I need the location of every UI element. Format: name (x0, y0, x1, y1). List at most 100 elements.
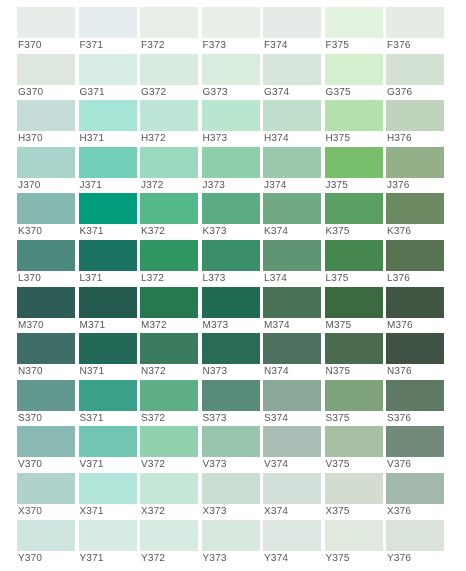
swatch-color-chip[interactable] (78, 193, 137, 225)
swatch-k375[interactable]: K375 (324, 192, 386, 239)
swatch-s370[interactable]: S370 (16, 379, 78, 426)
swatch-y373[interactable]: Y373 (201, 519, 263, 566)
swatch-color-chip[interactable] (78, 7, 137, 38)
swatch-color-chip[interactable] (78, 239, 137, 271)
swatch-v374[interactable]: V374 (262, 425, 324, 472)
swatch-color-chip[interactable] (263, 379, 321, 411)
swatch-color-chip[interactable] (324, 7, 383, 38)
swatch-x374[interactable]: X374 (262, 472, 324, 519)
swatch-x373[interactable]: X373 (201, 472, 263, 519)
swatch-color-chip[interactable] (324, 333, 383, 365)
swatch-color-chip[interactable] (386, 519, 444, 551)
swatch-color-chip[interactable] (78, 146, 137, 178)
swatch-y371[interactable]: Y371 (78, 519, 140, 566)
swatch-color-chip[interactable] (140, 426, 198, 458)
swatch-n376[interactable]: N376 (385, 332, 447, 379)
swatch-y370[interactable]: Y370 (16, 519, 78, 566)
swatch-color-chip[interactable] (201, 519, 260, 551)
swatch-f376[interactable]: F376 (385, 6, 447, 53)
swatch-l372[interactable]: L372 (139, 239, 201, 286)
swatch-color-chip[interactable] (78, 286, 137, 318)
swatch-v372[interactable]: V372 (139, 425, 201, 472)
swatch-color-chip[interactable] (17, 193, 75, 225)
swatch-k373[interactable]: K373 (201, 192, 263, 239)
swatch-color-chip[interactable] (386, 7, 444, 38)
swatch-l375[interactable]: L375 (324, 239, 386, 286)
swatch-v373[interactable]: V373 (201, 425, 263, 472)
swatch-l376[interactable]: L376 (385, 239, 447, 286)
swatch-m372[interactable]: M372 (139, 286, 201, 333)
swatch-color-chip[interactable] (324, 519, 383, 551)
swatch-color-chip[interactable] (140, 286, 198, 318)
swatch-h374[interactable]: H374 (262, 99, 324, 146)
swatch-y374[interactable]: Y374 (262, 519, 324, 566)
swatch-color-chip[interactable] (201, 286, 260, 318)
swatch-color-chip[interactable] (201, 7, 260, 38)
swatch-n370[interactable]: N370 (16, 332, 78, 379)
swatch-v371[interactable]: V371 (78, 425, 140, 472)
swatch-h372[interactable]: H372 (139, 99, 201, 146)
swatch-s371[interactable]: S371 (78, 379, 140, 426)
swatch-color-chip[interactable] (201, 146, 260, 178)
swatch-color-chip[interactable] (324, 472, 383, 504)
swatch-color-chip[interactable] (17, 53, 75, 85)
swatch-color-chip[interactable] (201, 472, 260, 504)
swatch-color-chip[interactable] (263, 286, 321, 318)
swatch-color-chip[interactable] (324, 239, 383, 271)
swatch-n373[interactable]: N373 (201, 332, 263, 379)
swatch-color-chip[interactable] (140, 146, 198, 178)
swatch-color-chip[interactable] (17, 333, 75, 365)
swatch-v370[interactable]: V370 (16, 425, 78, 472)
swatch-m373[interactable]: M373 (201, 286, 263, 333)
swatch-color-chip[interactable] (78, 53, 137, 85)
swatch-s372[interactable]: S372 (139, 379, 201, 426)
swatch-color-chip[interactable] (17, 7, 75, 38)
swatch-color-chip[interactable] (17, 286, 75, 318)
swatch-color-chip[interactable] (140, 53, 198, 85)
swatch-s373[interactable]: S373 (201, 379, 263, 426)
swatch-color-chip[interactable] (140, 100, 198, 132)
swatch-f370[interactable]: F370 (16, 6, 78, 53)
swatch-v375[interactable]: V375 (324, 425, 386, 472)
swatch-y376[interactable]: Y376 (385, 519, 447, 566)
swatch-j372[interactable]: J372 (139, 146, 201, 193)
swatch-g374[interactable]: G374 (262, 53, 324, 100)
swatch-n371[interactable]: N371 (78, 332, 140, 379)
swatch-color-chip[interactable] (140, 7, 198, 38)
swatch-m376[interactable]: M376 (385, 286, 447, 333)
swatch-color-chip[interactable] (201, 426, 260, 458)
swatch-h376[interactable]: H376 (385, 99, 447, 146)
swatch-color-chip[interactable] (263, 333, 321, 365)
swatch-y372[interactable]: Y372 (139, 519, 201, 566)
swatch-color-chip[interactable] (386, 426, 444, 458)
swatch-color-chip[interactable] (324, 426, 383, 458)
swatch-color-chip[interactable] (140, 333, 198, 365)
swatch-color-chip[interactable] (386, 53, 444, 85)
swatch-l370[interactable]: L370 (16, 239, 78, 286)
swatch-color-chip[interactable] (17, 379, 75, 411)
swatch-g372[interactable]: G372 (139, 53, 201, 100)
swatch-f373[interactable]: F373 (201, 6, 263, 53)
swatch-g375[interactable]: G375 (324, 53, 386, 100)
swatch-x370[interactable]: X370 (16, 472, 78, 519)
swatch-color-chip[interactable] (263, 426, 321, 458)
swatch-color-chip[interactable] (263, 519, 321, 551)
swatch-color-chip[interactable] (386, 472, 444, 504)
swatch-color-chip[interactable] (140, 519, 198, 551)
swatch-color-chip[interactable] (78, 333, 137, 365)
swatch-m374[interactable]: M374 (262, 286, 324, 333)
swatch-color-chip[interactable] (386, 100, 444, 132)
swatch-k374[interactable]: K374 (262, 192, 324, 239)
swatch-m371[interactable]: M371 (78, 286, 140, 333)
swatch-n375[interactable]: N375 (324, 332, 386, 379)
swatch-j374[interactable]: J374 (262, 146, 324, 193)
swatch-color-chip[interactable] (386, 239, 444, 271)
swatch-m375[interactable]: M375 (324, 286, 386, 333)
swatch-s376[interactable]: S376 (385, 379, 447, 426)
swatch-x375[interactable]: X375 (324, 472, 386, 519)
swatch-s375[interactable]: S375 (324, 379, 386, 426)
swatch-v376[interactable]: V376 (385, 425, 447, 472)
swatch-color-chip[interactable] (386, 333, 444, 365)
swatch-f374[interactable]: F374 (262, 6, 324, 53)
swatch-color-chip[interactable] (140, 193, 198, 225)
